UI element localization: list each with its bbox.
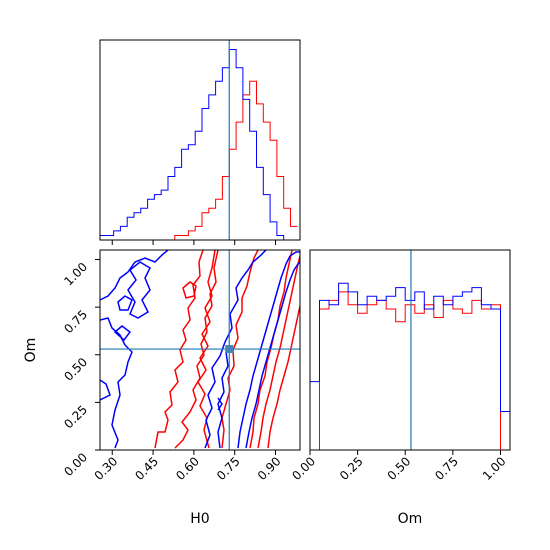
contour-b-outer (100, 317, 133, 449)
contour-b-upper (100, 250, 169, 301)
contour-b-loop-1 (117, 295, 133, 311)
contour-frame (99, 249, 301, 451)
contour-b-loop-3 (127, 261, 151, 319)
contour-b-inner-3 (217, 351, 229, 449)
om-axis-label-left: Om (23, 338, 39, 363)
om-histogram-panel: 0.00 0.25 0.50 0.75 1.00 Om (289, 249, 511, 527)
om-tick-label: 1.00 (61, 260, 90, 289)
om-hist-tick-label: 0.25 (337, 454, 366, 483)
contour-a-mid (221, 250, 259, 449)
om-axis-label-bottom: Om (398, 511, 423, 527)
om-hist-tick-label: 0.50 (385, 454, 414, 483)
om-tick-label: 0.50 (61, 355, 90, 384)
om-tick-label: 0.25 (61, 403, 90, 432)
h0-tick-label: 0.60 (173, 454, 202, 483)
om-histogram-x-ticks: 0.00 0.25 0.50 0.75 1.00 (289, 450, 509, 483)
h0-om-contour-panel: 0.30 0.45 0.60 0.75 0.90 0.00 0.25 0.50 0.75 1.0… (23, 249, 301, 527)
contour-series-b (100, 250, 300, 449)
contour-x-ticks: 0.30 0.45 0.60 0.75 0.90 (92, 450, 284, 483)
contour-b-inner-1 (237, 251, 300, 449)
contour-b-loop-2 (113, 325, 132, 342)
contour-a-inner-3 (267, 305, 300, 449)
h0-axis-label: H0 (190, 511, 209, 527)
contour-series-a (154, 250, 300, 449)
om-hist-tick-label: 0.75 (432, 454, 461, 483)
contour-y-ticks: 0.00 0.25 0.50 0.75 1.00 (61, 259, 100, 479)
h0-histogram-x-ticks (111, 240, 277, 245)
h0-histogram-series-a (100, 80, 298, 241)
contour-a-outer (154, 250, 204, 449)
contour-b-dip (217, 397, 223, 411)
h0-tick-label: 0.30 (92, 454, 121, 483)
om-hist-tick-label: 1.00 (480, 454, 509, 483)
h0-tick-label: 0.45 (132, 454, 161, 483)
contour-a-island (182, 281, 197, 299)
truth-marker (225, 345, 234, 354)
contour-b-mid (204, 250, 267, 449)
contour-a-left-edge (197, 250, 216, 449)
contour-b-left-edge (100, 379, 111, 401)
om-histogram-series-b (310, 282, 510, 412)
h0-histogram-panel (99, 39, 301, 245)
h0-tick-label: 0.90 (255, 454, 284, 483)
om-hist-tick-label: 0.00 (289, 454, 318, 483)
contour-a-inner-2 (257, 255, 300, 449)
om-tick-label: 0.75 (61, 307, 90, 336)
contour-b-inner-2 (245, 261, 300, 449)
om-histogram-series-a (310, 291, 510, 451)
h0-histogram-series-b (100, 49, 298, 241)
h0-histogram-frame (99, 39, 301, 241)
om-histogram-frame (309, 249, 511, 451)
contour-a-inner-1 (249, 250, 293, 449)
h0-tick-label: 0.75 (214, 454, 243, 483)
om-tick-label: 0.00 (61, 450, 90, 479)
